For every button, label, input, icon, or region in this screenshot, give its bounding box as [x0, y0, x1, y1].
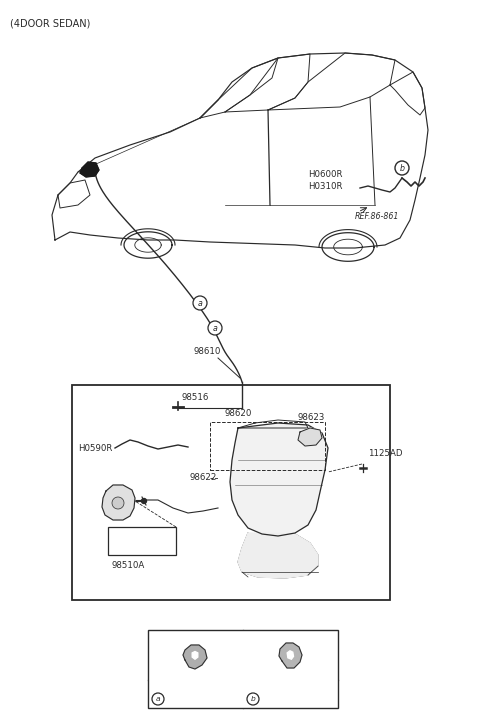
- Polygon shape: [287, 651, 293, 659]
- Circle shape: [395, 161, 409, 175]
- Polygon shape: [298, 428, 322, 446]
- Text: REF.86-861: REF.86-861: [355, 212, 399, 221]
- Text: 98515A: 98515A: [125, 530, 158, 539]
- Text: 98623: 98623: [298, 413, 325, 422]
- Text: a: a: [198, 298, 203, 307]
- Text: b: b: [399, 164, 405, 172]
- Text: 98510A: 98510A: [112, 561, 145, 571]
- Text: a: a: [213, 323, 217, 332]
- Text: 81199: 81199: [263, 694, 290, 704]
- Text: 98516: 98516: [182, 393, 209, 402]
- Text: 1125AD: 1125AD: [368, 448, 403, 458]
- Text: 98662B: 98662B: [168, 694, 202, 704]
- Bar: [72, 385, 390, 600]
- Polygon shape: [80, 162, 99, 177]
- Bar: [108, 527, 176, 555]
- Bar: [148, 630, 338, 708]
- Polygon shape: [102, 485, 135, 520]
- Text: H0600R
H0310R: H0600R H0310R: [308, 170, 343, 191]
- Circle shape: [208, 321, 222, 335]
- Text: 98610: 98610: [193, 347, 221, 356]
- Circle shape: [247, 693, 259, 705]
- Bar: [210, 422, 325, 470]
- Text: a: a: [156, 696, 160, 702]
- Polygon shape: [192, 651, 198, 659]
- Circle shape: [193, 296, 207, 310]
- Circle shape: [142, 498, 146, 503]
- Polygon shape: [279, 643, 302, 668]
- Text: b: b: [251, 696, 255, 702]
- Polygon shape: [183, 645, 207, 669]
- Polygon shape: [238, 533, 318, 578]
- Circle shape: [112, 497, 124, 509]
- Text: (4DOOR SEDAN): (4DOOR SEDAN): [10, 18, 90, 28]
- Circle shape: [152, 693, 164, 705]
- Text: 98622: 98622: [190, 473, 217, 483]
- Text: H0590R: H0590R: [78, 443, 112, 453]
- Polygon shape: [230, 423, 328, 536]
- Text: 98620: 98620: [224, 409, 252, 418]
